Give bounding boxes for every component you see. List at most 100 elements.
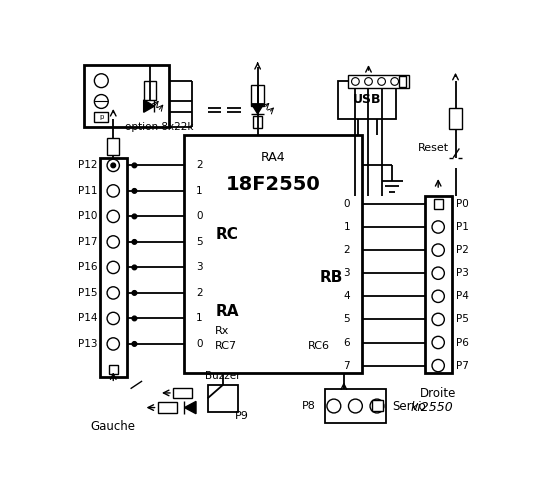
Text: 2: 2 xyxy=(196,288,202,298)
Text: Rx: Rx xyxy=(215,326,229,336)
Text: 5: 5 xyxy=(196,237,202,247)
Bar xyxy=(100,158,127,377)
Bar xyxy=(450,108,462,129)
Text: P3: P3 xyxy=(456,268,468,278)
Circle shape xyxy=(432,267,445,279)
Bar xyxy=(173,387,192,398)
Circle shape xyxy=(107,159,119,171)
Text: 3: 3 xyxy=(196,263,202,273)
Bar xyxy=(207,385,238,412)
Text: RC7: RC7 xyxy=(215,341,237,351)
Bar xyxy=(107,138,119,156)
Text: P12: P12 xyxy=(78,160,97,170)
Circle shape xyxy=(432,336,445,348)
Text: 3: 3 xyxy=(343,268,350,278)
Circle shape xyxy=(391,78,399,85)
Text: P16: P16 xyxy=(78,263,97,273)
Bar xyxy=(253,116,262,129)
Text: P6: P6 xyxy=(456,337,468,348)
Text: 2: 2 xyxy=(196,160,202,170)
Text: P10: P10 xyxy=(78,211,97,221)
Text: 0: 0 xyxy=(196,211,202,221)
Circle shape xyxy=(107,185,119,197)
Text: Droite: Droite xyxy=(420,387,456,400)
Circle shape xyxy=(107,338,119,350)
Text: RA4: RA4 xyxy=(260,151,285,164)
Circle shape xyxy=(132,342,137,346)
Bar xyxy=(434,199,443,208)
Text: RB: RB xyxy=(319,270,343,285)
Circle shape xyxy=(132,240,137,244)
Bar xyxy=(348,74,409,88)
Text: P17: P17 xyxy=(78,237,97,247)
Polygon shape xyxy=(144,100,154,112)
Circle shape xyxy=(432,221,445,233)
Circle shape xyxy=(111,163,116,168)
Text: P9: P9 xyxy=(235,411,249,420)
Circle shape xyxy=(107,287,119,299)
Text: ki2550: ki2550 xyxy=(411,401,454,414)
Circle shape xyxy=(348,399,362,413)
Bar xyxy=(252,84,264,106)
Bar xyxy=(185,134,362,373)
Circle shape xyxy=(370,399,384,413)
Circle shape xyxy=(107,312,119,324)
Text: P1: P1 xyxy=(456,222,468,232)
Text: RC: RC xyxy=(215,227,238,242)
Circle shape xyxy=(107,236,119,248)
Bar xyxy=(399,76,406,87)
Text: RA: RA xyxy=(215,304,239,319)
Text: Gauche: Gauche xyxy=(91,420,135,432)
Text: P15: P15 xyxy=(78,288,97,298)
Text: option 8x22k: option 8x22k xyxy=(125,122,194,132)
Circle shape xyxy=(432,360,445,372)
Text: P0: P0 xyxy=(456,199,468,209)
Text: Servo: Servo xyxy=(393,399,426,412)
Circle shape xyxy=(352,78,359,85)
Circle shape xyxy=(432,290,445,302)
Text: P13: P13 xyxy=(78,339,97,349)
Text: P4: P4 xyxy=(456,291,468,301)
Circle shape xyxy=(132,265,137,270)
Polygon shape xyxy=(185,401,196,414)
Bar xyxy=(372,400,383,411)
Circle shape xyxy=(327,399,341,413)
Circle shape xyxy=(132,214,137,219)
Bar xyxy=(338,81,396,119)
Circle shape xyxy=(378,78,385,85)
Circle shape xyxy=(432,244,445,256)
Text: 1: 1 xyxy=(196,313,202,324)
Text: P7: P7 xyxy=(456,360,468,371)
Circle shape xyxy=(95,74,108,88)
Circle shape xyxy=(132,316,137,321)
Circle shape xyxy=(132,163,137,168)
Text: USB: USB xyxy=(353,94,382,107)
Circle shape xyxy=(132,189,137,193)
Text: 1: 1 xyxy=(196,186,202,196)
Bar xyxy=(95,111,108,122)
Text: 5: 5 xyxy=(343,314,350,324)
Text: 4: 4 xyxy=(343,291,350,301)
Text: 0: 0 xyxy=(196,339,202,349)
Text: P11: P11 xyxy=(78,186,97,196)
Bar xyxy=(158,402,177,413)
Text: P14: P14 xyxy=(78,313,97,324)
Bar xyxy=(144,81,156,100)
Bar xyxy=(85,65,169,127)
Text: 0: 0 xyxy=(343,199,350,209)
Bar xyxy=(325,389,386,423)
Polygon shape xyxy=(252,104,264,114)
Text: RC6: RC6 xyxy=(307,341,330,351)
Bar xyxy=(108,365,118,374)
Text: P2: P2 xyxy=(456,245,468,255)
Text: 7: 7 xyxy=(343,360,350,371)
Text: p: p xyxy=(99,114,103,120)
Circle shape xyxy=(132,290,137,295)
Text: P8: P8 xyxy=(302,401,316,411)
Circle shape xyxy=(95,95,108,108)
Text: Reset: Reset xyxy=(418,144,450,154)
Text: 6: 6 xyxy=(343,337,350,348)
Text: Buzzer: Buzzer xyxy=(205,371,241,381)
Text: 1: 1 xyxy=(343,222,350,232)
Text: 18F2550: 18F2550 xyxy=(226,175,320,194)
